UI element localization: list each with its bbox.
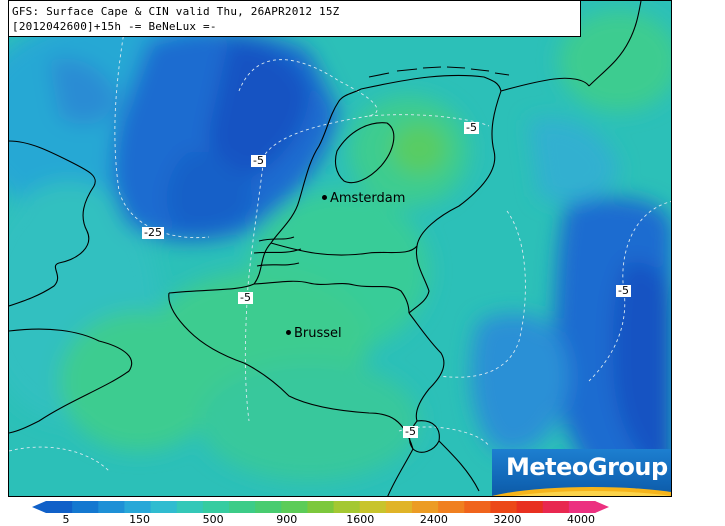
contour-label: -25 — [142, 226, 164, 239]
colorbar-tick-label: 150 — [129, 513, 151, 526]
colorbar-right-arrow — [595, 501, 609, 513]
colorbar-swatch — [281, 501, 308, 513]
colorbar-tick-label: 3200 — [493, 513, 522, 526]
colorbar-swatch — [255, 501, 282, 513]
logo-text: MeteoGroup — [506, 453, 668, 481]
colorbar-swatch — [542, 501, 570, 513]
colorbar-tick-label: 900 — [276, 513, 298, 526]
colorbar-swatch — [385, 501, 413, 513]
colorbar-tick-label: 2400 — [419, 513, 448, 526]
contour-label: -5 — [616, 284, 631, 297]
colorbar-swatch — [412, 501, 439, 513]
contour-label: -5 — [403, 425, 418, 438]
colorbar-tick-label: 4000 — [567, 513, 595, 526]
city-name: Amsterdam — [330, 191, 406, 206]
colorbar-swatch — [464, 501, 491, 513]
colorbar-swatch — [98, 501, 125, 513]
header-subtitle: [2012042600]+15h -= BeNeLux =- — [12, 20, 217, 33]
meteogroup-logo: MeteoGroup — [492, 449, 671, 496]
colorbar-swatch — [438, 501, 465, 513]
colorbar-swatch — [307, 501, 335, 513]
header-title: GFS: Surface Cape & CIN valid Thu, 26APR… — [12, 5, 340, 18]
contour-label: -5 — [251, 154, 266, 167]
colorbar-swatch — [202, 501, 230, 513]
colorbar-swatch — [176, 501, 204, 513]
city-dot — [286, 330, 291, 335]
colorbar-swatch — [150, 501, 178, 513]
colorbar-swatch — [46, 501, 73, 513]
map-frame: -5 -5 -25 -5 -5 -5 Amsterdam Brussel GFS… — [8, 0, 672, 497]
colorbar-swatch — [124, 501, 152, 513]
colorbar-tick-label: 5 — [62, 513, 70, 526]
cape-field-map — [9, 1, 671, 496]
colorbar-swatch — [568, 501, 596, 513]
colorbar-tick-label: 1600 — [346, 513, 375, 526]
contour-label: -5 — [238, 291, 253, 304]
colorbar-tick-label: 500 — [202, 513, 224, 526]
colorbar-left-arrow — [32, 501, 46, 513]
city-dot — [322, 195, 327, 200]
city-brussel: Brussel — [286, 326, 342, 341]
colorbar-swatch — [333, 501, 361, 513]
contour-label: -5 — [464, 121, 479, 134]
city-name: Brussel — [294, 326, 342, 341]
colorbar-swatch — [516, 501, 544, 513]
city-amsterdam: Amsterdam — [322, 191, 405, 206]
colorbar-swatch — [359, 501, 387, 513]
color-scale-bar — [32, 501, 609, 513]
logo-sun-arc-inner — [492, 491, 671, 496]
colorbar-swatch — [229, 501, 256, 513]
colorbar-swatch — [72, 501, 99, 513]
map-header: GFS: Surface Cape & CIN valid Thu, 26APR… — [9, 1, 581, 37]
colorbar-swatch — [490, 501, 518, 513]
coastlines-borders — [9, 1, 642, 496]
